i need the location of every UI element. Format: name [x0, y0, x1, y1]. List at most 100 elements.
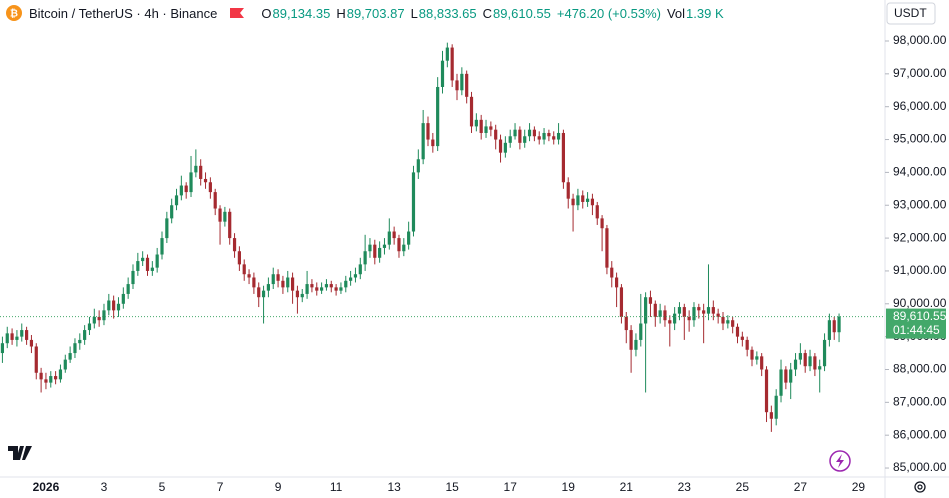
candle-body [716, 313, 720, 317]
candle-body [382, 244, 387, 248]
candle-body [378, 247, 382, 258]
candle-body [199, 165, 203, 179]
candle-body [484, 126, 488, 133]
candle-body [445, 47, 449, 61]
candle-body [353, 274, 358, 278]
candle-body [49, 376, 53, 383]
candle-body [189, 172, 193, 193]
ohlc-label: L [410, 5, 418, 21]
candle-body [653, 303, 657, 317]
plot-area [0, 42, 885, 432]
y-tick-label: 96,000.00 [893, 99, 947, 113]
x-tick-label: 9 [275, 480, 282, 494]
x-tick-label: 27 [794, 480, 808, 494]
price-axis [885, 0, 949, 498]
candle-body [585, 198, 590, 202]
candle-body [310, 284, 314, 288]
candle-body [407, 231, 411, 245]
currency-button[interactable] [886, 2, 936, 25]
y-tick-label: 94,000.00 [893, 165, 947, 179]
candle-body [141, 257, 145, 262]
candle-body [498, 139, 503, 153]
candle-body [474, 119, 478, 127]
x-tick-label: 17 [504, 480, 518, 494]
candle-body [494, 129, 498, 140]
ohlc-label: H [336, 5, 346, 21]
candle-body [706, 307, 711, 314]
candle-body [87, 323, 92, 331]
candle-body [290, 277, 295, 291]
candle-body [600, 218, 604, 229]
flag-icon[interactable] [227, 5, 249, 21]
y-tick-label: 92,000.00 [893, 230, 947, 244]
candle-body [319, 287, 324, 291]
candle-body [581, 195, 585, 202]
candle-body [232, 238, 237, 252]
ohlc-values: O89,134.35 H89,703.87 L88,833.65 C89,610.55 [261, 6, 557, 21]
x-tick-label: 2026 [33, 480, 60, 494]
candle-body [261, 290, 266, 298]
symbol: Bitcoin / TetherUS · 4h · Binance [29, 5, 218, 21]
candle-body [750, 349, 754, 360]
candle-body [508, 136, 512, 143]
candle-body [436, 86, 440, 147]
x-tick-label: 13 [387, 480, 401, 494]
candle-body [63, 359, 67, 370]
currency[interactable]: USDT [894, 6, 927, 20]
candle-body [339, 287, 343, 291]
y-tick-label: 91,000.00 [893, 263, 947, 277]
candle-body [170, 205, 174, 219]
candle-body [731, 320, 735, 327]
candle-body [276, 274, 280, 281]
candle-body [624, 316, 628, 331]
candle-body [673, 313, 677, 324]
candle-body [663, 310, 667, 321]
candle-body [619, 287, 624, 317]
candle-body [513, 129, 517, 137]
candle-body [15, 336, 19, 340]
candle-body [97, 316, 101, 321]
ohlc-value: 89,610.55 [493, 5, 551, 21]
y-tick-label: 98,000.00 [893, 33, 947, 47]
candle-body [237, 251, 241, 265]
candle-body [228, 211, 232, 239]
candle-body [668, 320, 672, 324]
lightning-button[interactable] [829, 450, 851, 472]
candle-body [29, 339, 34, 347]
x-tick-label: 19 [562, 480, 576, 494]
change: +476.20 (+0.53%) [556, 5, 661, 21]
candle-body [160, 238, 164, 255]
candle-body [242, 264, 246, 275]
settings-button[interactable] [914, 481, 926, 493]
candle-body [740, 336, 744, 340]
candle-body [789, 369, 793, 383]
candle-body [426, 123, 430, 140]
candle-body [822, 339, 827, 367]
candle-body [469, 96, 474, 127]
candle-body [20, 330, 24, 337]
candle-body [397, 238, 401, 252]
candle-body [648, 297, 653, 304]
candle-body [305, 284, 309, 294]
candle-body [440, 60, 445, 87]
candle-body [465, 73, 469, 97]
candle-body [537, 136, 541, 140]
x-tick-label: 11 [330, 480, 343, 494]
volume-label: Vol [666, 5, 686, 21]
candle-body [344, 280, 348, 288]
candle-body [614, 277, 619, 288]
y-tick-label: 90,000.00 [893, 296, 947, 310]
candle-body [556, 132, 561, 140]
candle-body [808, 356, 812, 367]
candle-body [711, 307, 715, 314]
candle-body [247, 274, 251, 278]
candle-body [793, 359, 798, 370]
candle-body [590, 198, 595, 206]
candle-body [174, 195, 179, 206]
candle-body [595, 205, 599, 219]
candle-body [682, 307, 686, 317]
candle-body [561, 132, 566, 183]
candle-body [542, 132, 546, 140]
x-tick-label: 7 [217, 480, 224, 494]
